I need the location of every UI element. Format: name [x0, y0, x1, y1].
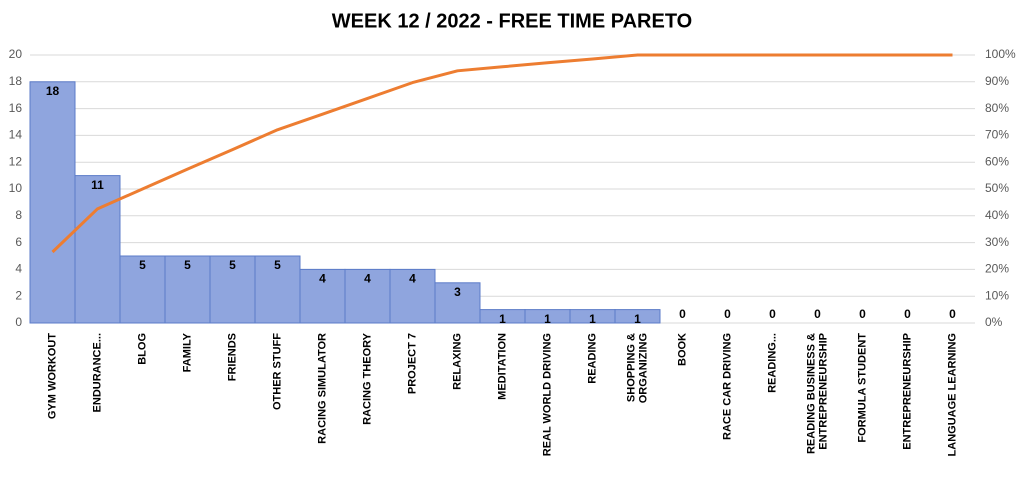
x-tick-label: ENTREPRENEURSHIP — [901, 333, 913, 450]
y2-tick-label: 40% — [985, 208, 1009, 222]
data-label: 1 — [634, 312, 641, 326]
x-tick-label: RACE CAR DRIVING — [721, 333, 733, 440]
x-tick-label-line: SHOPPING & — [625, 333, 637, 402]
x-tick-label: READING... — [766, 333, 778, 393]
data-label: 11 — [91, 178, 104, 192]
y-tick-label: 8 — [15, 208, 22, 222]
x-tick-label-line: READING BUSINESS & — [805, 333, 817, 454]
bar — [119, 255, 166, 324]
bar — [389, 268, 436, 324]
x-tick-label-line: ORGANIZING — [637, 333, 649, 403]
data-label: 5 — [229, 258, 236, 272]
chart-title: WEEK 12 / 2022 - FREE TIME PARETO — [332, 10, 692, 32]
x-tick-label: BOOK — [676, 333, 688, 366]
y2-tick-label: 60% — [985, 154, 1009, 168]
x-tick-label: READING — [586, 333, 598, 384]
data-label: 1 — [499, 312, 506, 326]
data-label: 0 — [769, 307, 776, 321]
bar — [614, 309, 661, 324]
y2-tick-label: 20% — [985, 262, 1009, 276]
y2-tick-label: 90% — [985, 74, 1009, 88]
data-label: 3 — [454, 285, 461, 299]
y-tick-label: 4 — [15, 262, 22, 276]
bar — [299, 268, 346, 324]
bar — [434, 282, 481, 324]
x-tick-label: REAL WORLD DRIVING — [541, 333, 553, 456]
x-tick-label: OTHER STUFF — [271, 333, 283, 410]
y-tick-label: 0 — [15, 315, 22, 329]
bar — [74, 175, 121, 324]
data-label: 0 — [814, 307, 821, 321]
bar — [344, 268, 391, 324]
y-tick-label: 12 — [9, 154, 23, 168]
y2-tick-label: 10% — [985, 288, 1009, 302]
data-label: 1 — [589, 312, 596, 326]
x-tick-label-line: ENTREPRENEURSHIP — [817, 333, 829, 450]
data-label: 18 — [46, 84, 60, 98]
x-tick-label: MEDITATION — [496, 333, 508, 400]
data-label: 5 — [274, 258, 281, 272]
cumulative-line — [51, 53, 953, 254]
data-label: 0 — [724, 307, 731, 321]
y-tick-label: 18 — [9, 74, 23, 88]
x-tick-label: RACING SIMULATOR — [316, 333, 328, 444]
x-tick-label: PROJECT 7 — [406, 333, 418, 394]
x-tick-label: LANGUAGE LEARNING — [946, 333, 958, 456]
x-tick-label: BLOG — [136, 333, 148, 365]
data-label: 0 — [859, 307, 866, 321]
x-tick-label: ENDURANCE... — [91, 333, 103, 412]
y2-tick-label: 70% — [985, 128, 1009, 142]
data-label: 0 — [904, 307, 911, 321]
y-tick-label: 14 — [9, 128, 23, 142]
y2-tick-label: 30% — [985, 235, 1009, 249]
data-label: 1 — [544, 312, 551, 326]
x-tick-label: READING BUSINESS &ENTREPRENEURSHIP — [805, 333, 829, 454]
x-tick-label: FORMULA STUDENT — [856, 333, 868, 443]
bar — [254, 255, 301, 324]
data-label: 4 — [364, 272, 371, 286]
bar — [164, 255, 211, 324]
x-tick-label: RACING THEORY — [361, 332, 373, 425]
y-tick-label: 2 — [15, 288, 22, 302]
x-tick-label: FRIENDS — [226, 333, 238, 381]
y2-tick-label: 0% — [985, 315, 1003, 329]
x-tick-label: GYM WORKOUT — [46, 333, 58, 419]
y2-tick-label: 100% — [985, 47, 1016, 61]
data-label: 5 — [139, 258, 146, 272]
y-tick-label: 10 — [9, 181, 23, 195]
x-tick-label: RELAXING — [451, 333, 463, 390]
data-label: 4 — [319, 272, 326, 286]
y2-tick-label: 50% — [985, 181, 1009, 195]
data-label: 0 — [949, 307, 956, 321]
y-tick-label: 6 — [15, 235, 22, 249]
y-tick-label: 16 — [9, 101, 23, 115]
data-label: 0 — [679, 307, 686, 321]
y-tick-label: 20 — [9, 47, 23, 61]
data-label: 5 — [184, 258, 191, 272]
y2-tick-label: 80% — [985, 101, 1009, 115]
x-tick-label: SHOPPING &ORGANIZING — [625, 333, 649, 403]
x-tick-label: FAMILY — [181, 332, 193, 372]
bar — [29, 81, 76, 324]
data-label: 4 — [409, 272, 416, 286]
